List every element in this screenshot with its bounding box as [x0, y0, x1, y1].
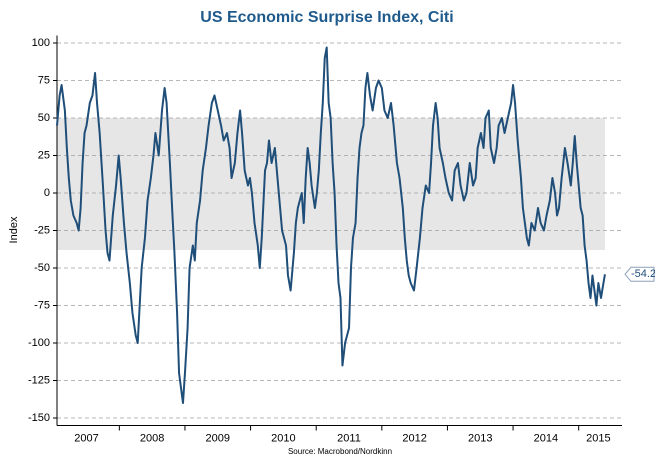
y-tick-label: -75 — [34, 299, 50, 311]
y-tick-label: -100 — [28, 337, 50, 349]
y-tick-label: 75 — [38, 74, 50, 86]
x-tick-label: 2010 — [271, 432, 295, 444]
x-tick-label: 2011 — [337, 432, 361, 444]
x-tick-label: 2015 — [586, 432, 610, 444]
x-tick-label: 2007 — [74, 432, 98, 444]
y-tick-label: -25 — [34, 224, 50, 236]
x-tick-label: 2008 — [140, 432, 164, 444]
source: Source: Macrobond/Nordkinn — [288, 447, 392, 456]
x-tick-label: 2009 — [206, 432, 230, 444]
x-tick-label: 2013 — [468, 432, 492, 444]
y-tick-label: 100 — [32, 37, 50, 49]
y-tick-label: 50 — [38, 112, 50, 124]
x-tick-label: 2014 — [534, 432, 558, 444]
callout-box — [624, 266, 655, 282]
y-tick-label: 0 — [44, 187, 50, 199]
y-tick-label: -150 — [28, 412, 50, 424]
x-tick-label: 2012 — [402, 432, 426, 444]
chart-title: US Economic Surprise Index, Citi — [200, 9, 453, 26]
series-line — [56, 46, 606, 404]
callout-label: -54.2 — [631, 268, 655, 280]
y-tick-label: 25 — [38, 149, 50, 161]
y-axis-label: Index — [8, 216, 20, 243]
y-tick-label: -50 — [34, 262, 50, 274]
y-tick-label: -125 — [28, 374, 50, 386]
